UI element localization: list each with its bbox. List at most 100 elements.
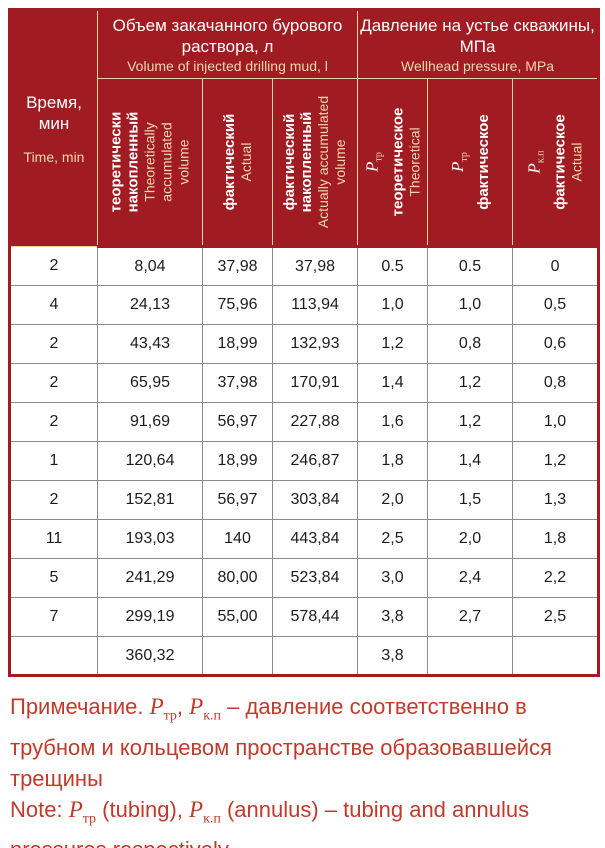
cell-p-kp-act: 1,2 [512, 441, 600, 481]
cell-p-tr-theo: 2,5 [357, 519, 429, 559]
cell-theoretical: 120,64 [97, 441, 203, 481]
cell-accumulated: 523,84 [271, 558, 359, 598]
vertical-text: фактический накопленный Actually accumul… [281, 82, 349, 242]
note-en: Note: Pтр (tubing), Pк.п (annulus) – tub… [10, 794, 598, 848]
cell-p-tr-theo: 1,6 [357, 402, 429, 442]
header-cell-theoretical-accumulated: теоретически накопленный Theoretically a… [97, 78, 203, 248]
subheader-line: фактическое [551, 114, 569, 210]
header-cell-actual: фактический Actual [202, 78, 273, 248]
cell-time: 11 [9, 519, 98, 559]
injection-data-table: Время, мин Time, min Объем закачанного б… [8, 8, 601, 677]
cell-theoretical: 8,04 [97, 246, 203, 286]
cell-p-tr-act: 2,4 [427, 558, 514, 598]
subheader-line: Actual [237, 142, 254, 182]
time-header-ru-line1: Время, [26, 92, 82, 112]
cell-time: 2 [9, 246, 98, 286]
cell-actual: 37,98 [202, 246, 273, 286]
table-header: Время, мин Time, min Объем закачанного б… [9, 9, 600, 248]
cell-accumulated: 37,98 [271, 246, 359, 286]
cell-actual: 37,98 [202, 363, 273, 403]
p-subscript: тр [163, 708, 177, 724]
table-row: 2 43,43 18,99 132,93 1,2 0,8 0,6 [9, 324, 600, 364]
cell-accumulated: 132,93 [271, 324, 359, 364]
subheader-line: накопленный [124, 111, 142, 213]
cell-accumulated: 578,44 [271, 597, 359, 637]
p-subscript: тр [82, 811, 97, 827]
subheader-line: volume [332, 139, 348, 185]
p-tr-symbol: Pтр [149, 694, 177, 724]
p-subscript: тр [459, 152, 471, 162]
cell-p-tr-theo: 1,2 [357, 324, 429, 364]
table-row: 2 65,95 37,98 170,91 1,4 1,2 0,8 [9, 363, 600, 403]
vertical-text: Pк.п фактическое Actual [524, 82, 585, 242]
cell-p-tr-theo: 0.5 [357, 246, 429, 286]
cell-p-tr-theo: 3,8 [357, 636, 429, 676]
note-ru: Примечание. Pтр, Pк.п – давление соответ… [10, 691, 598, 794]
header-group-pressure: Давление на устье скважины, МПа Wellhead… [357, 9, 600, 79]
cell-time: 2 [9, 480, 98, 520]
header-group-volume: Объем закачанного бурового раствора, л V… [96, 9, 359, 79]
cell-time: 1 [9, 441, 98, 481]
cell-time: 7 [9, 597, 98, 637]
table-row: 2 8,04 37,98 37,98 0.5 0.5 0 [9, 246, 600, 286]
table-row: 11 193,03 140 443,84 2,5 2,0 1,8 [9, 519, 600, 559]
vertical-text: теоретически накопленный Theoretically a… [108, 82, 193, 242]
p-symbol: P [361, 161, 381, 172]
cell-p-tr-act: 2,0 [427, 519, 514, 559]
subheader-line: теоретически [107, 111, 125, 213]
cell-accumulated: 113,94 [271, 285, 359, 325]
note-ru-rest: – давление соответственно в трубном и ко… [10, 694, 552, 791]
cell-theoretical: 65,95 [97, 363, 203, 403]
cell-p-kp-act: 1,8 [512, 519, 600, 559]
note-en-prefix: Note: [10, 796, 69, 822]
cell-actual: 140 [202, 519, 273, 559]
cell-time: 2 [9, 324, 98, 364]
p-symbol-line: Pтр [362, 82, 389, 242]
time-header-ru-line2: мин [38, 113, 70, 133]
subheader-line: накопленный [298, 111, 315, 213]
cell-p-tr-act: 0,8 [427, 324, 514, 364]
p-symbol: P [68, 796, 83, 822]
p-symbol-line: Pк.п [524, 82, 551, 242]
note-ru-prefix: Примечание. [10, 694, 150, 719]
volume-group-ru: Объем закачанного бурового раствора, л [112, 15, 343, 56]
vertical-text: Pтр фактическое [448, 82, 492, 242]
header-cell-p-kp-actual: Pк.п фактическое Actual [512, 78, 600, 248]
cell-time [9, 636, 98, 676]
cell-p-kp-act: 0 [512, 246, 600, 286]
cell-accumulated: 170,91 [271, 363, 359, 403]
cell-p-tr-act: 2,7 [427, 597, 514, 637]
volume-group-en: Volume of injected drilling mud, l [127, 57, 328, 74]
pressure-group-ru: Давление на устье скважины, МПа [360, 15, 595, 56]
cell-p-tr-theo: 1,4 [357, 363, 429, 403]
time-header-en: Time, min [23, 148, 85, 165]
table-body: 2 8,04 37,98 37,98 0.5 0.5 0 4 24,13 75,96 113,94… [9, 246, 600, 676]
p-subscript: тр [373, 152, 385, 162]
cell-p-kp-act: 0,8 [512, 363, 600, 403]
header-cell-actually-accumulated: фактический накопленный Actually accumul… [271, 78, 359, 248]
p-symbol: P [524, 163, 544, 174]
cell-p-kp-act: 1,3 [512, 480, 600, 520]
header-cell-time: Время, мин Time, min [9, 9, 98, 247]
table-row: 4 24,13 75,96 113,94 1,0 1,0 0,5 [9, 285, 600, 325]
note-en-mid: (tubing), [96, 796, 189, 822]
subheader-line: теоретическое [389, 107, 407, 217]
table-row: 360,32 3,8 [9, 636, 600, 676]
cell-accumulated [271, 636, 359, 676]
cell-time: 4 [9, 285, 98, 325]
note-separator: , [176, 694, 190, 719]
pressure-group-en: Wellhead pressure, MPa [401, 57, 555, 74]
cell-p-tr-act: 1,2 [427, 402, 514, 442]
cell-actual: 56,97 [202, 480, 273, 520]
cell-p-tr-act: 1,2 [427, 363, 514, 403]
p-symbol-line: Pтр [448, 82, 475, 242]
p-subscript: к.п [535, 150, 547, 164]
subheader-line: Actual [568, 142, 585, 182]
cell-theoretical: 193,03 [97, 519, 203, 559]
p-symbol: P [189, 796, 204, 822]
vertical-text: фактический Actual [221, 82, 255, 242]
cell-theoretical: 360,32 [97, 636, 203, 676]
p-symbol: P [447, 161, 467, 172]
p-symbol: P [149, 694, 164, 719]
